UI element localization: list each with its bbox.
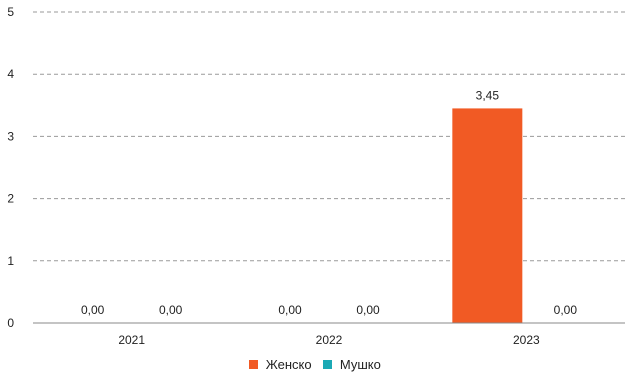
bar-zhensko-2023 (452, 108, 523, 323)
bars (452, 108, 523, 323)
x-tick-label-2022: 2022 (316, 333, 343, 347)
y-tick-label-1: 1 (7, 254, 14, 268)
legend: Женско Мушко (0, 357, 630, 373)
legend-label-zhensko: Женско (265, 357, 312, 372)
data-label-mushko-2022: 0,00 (356, 303, 380, 317)
y-tick-label-5: 5 (7, 5, 14, 19)
data-labels: 0,00 0,00 0,00 0,00 3,45 0,00 (81, 88, 577, 317)
legend-swatch-mushko (323, 360, 333, 369)
data-label-mushko-2021: 0,00 (159, 303, 183, 317)
legend-item-mushko: Мушко (323, 357, 381, 373)
gridlines (33, 11, 625, 262)
x-tick-label-2023: 2023 (513, 333, 540, 347)
data-label-zhensko-2021: 0,00 (81, 303, 105, 317)
legend-label-mushko: Мушко (339, 357, 381, 372)
x-axis-ticks: 2021 2022 2023 (118, 333, 540, 347)
legend-swatch-zhensko (249, 360, 259, 369)
y-tick-label-0: 0 (7, 316, 14, 330)
data-label-zhensko-2022: 0,00 (278, 303, 302, 317)
data-label-zhensko-2023: 3,45 (476, 88, 500, 102)
legend-item-zhensko: Женско (249, 357, 312, 373)
x-tick-label-2021: 2021 (118, 333, 145, 347)
data-label-mushko-2023: 0,00 (554, 303, 578, 317)
y-axis-ticks: 0 1 2 3 4 5 (7, 5, 14, 330)
y-tick-label-3: 3 (7, 129, 14, 143)
y-tick-label-2: 2 (7, 192, 14, 206)
y-tick-label-4: 4 (7, 67, 14, 81)
